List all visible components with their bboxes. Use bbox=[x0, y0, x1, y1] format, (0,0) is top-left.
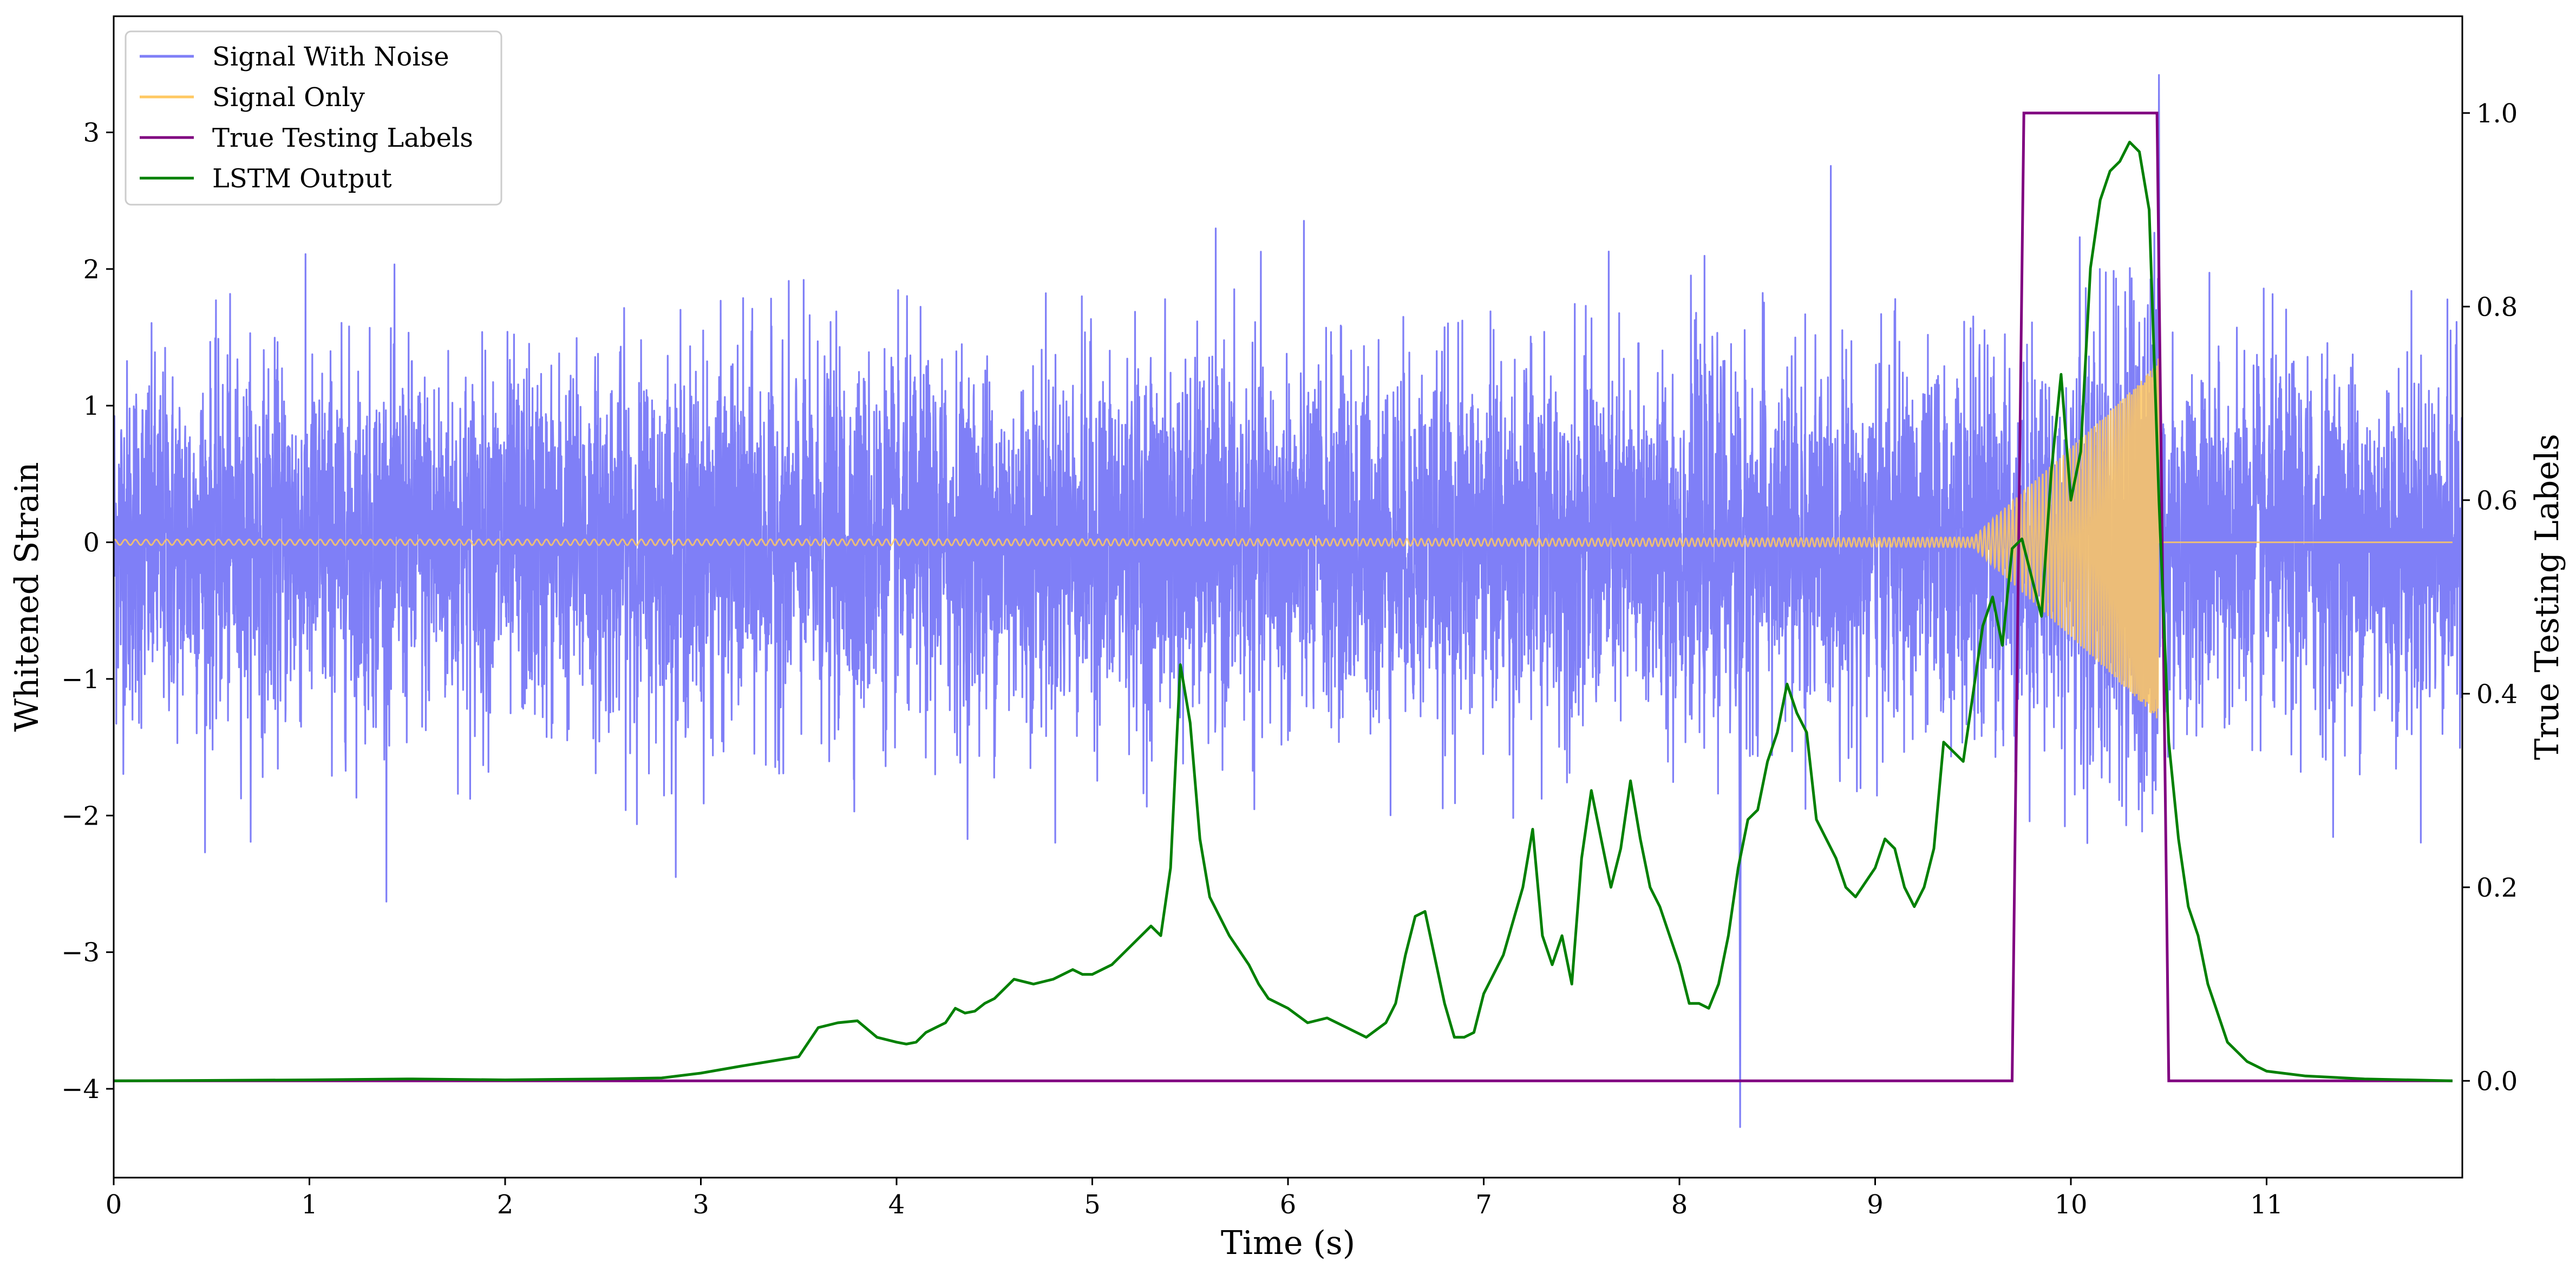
legend-label-signal-with-noise: Signal With Noise bbox=[212, 42, 449, 72]
x-axis-ticks: 0 1 2 3 4 5 6 7 8 9 10 11 bbox=[106, 1178, 2283, 1220]
x-tick-label: 7 bbox=[1475, 1190, 1492, 1220]
y-left-tick-label: 2 bbox=[83, 254, 100, 285]
y-left-tick-label: 3 bbox=[83, 118, 100, 148]
y-right-tick-label: 0.8 bbox=[2476, 292, 2518, 322]
y-right-tick-label: 1.0 bbox=[2476, 99, 2518, 129]
x-tick-label: 0 bbox=[106, 1190, 122, 1220]
y-left-axis-ticks: −4 −3 −2 −1 0 1 2 3 bbox=[61, 118, 114, 1105]
y-right-axis-label: True Testing Labels bbox=[2528, 434, 2566, 760]
legend-box bbox=[125, 30, 502, 206]
x-tick-label: 2 bbox=[497, 1190, 514, 1220]
legend: Signal With Noise Signal Only True Testi… bbox=[125, 30, 502, 206]
x-tick-label: 11 bbox=[2250, 1190, 2283, 1220]
plot-area bbox=[114, 74, 2462, 1128]
x-tick-label: 1 bbox=[301, 1190, 318, 1220]
x-tick-label: 8 bbox=[1671, 1190, 1688, 1220]
y-left-tick-label: 0 bbox=[83, 528, 100, 558]
y-left-tick-label: 1 bbox=[83, 391, 100, 421]
series-signal-only bbox=[114, 358, 2453, 718]
x-tick-label: 10 bbox=[2054, 1190, 2087, 1220]
y-left-tick-label: −1 bbox=[61, 664, 100, 695]
x-tick-label: 6 bbox=[1280, 1190, 1297, 1220]
x-tick-label: 5 bbox=[1084, 1190, 1101, 1220]
y-right-tick-label: 0.6 bbox=[2476, 486, 2518, 516]
y-left-axis-label: Whitened Strain bbox=[8, 462, 46, 731]
y-right-tick-label: 0.4 bbox=[2476, 679, 2518, 709]
x-tick-label: 9 bbox=[1867, 1190, 1884, 1220]
series-lstm-output bbox=[114, 140, 2453, 1082]
y-right-tick-label: 0.0 bbox=[2476, 1066, 2518, 1096]
legend-label-true-testing-labels: True Testing Labels bbox=[212, 123, 473, 153]
legend-label-signal-only: Signal Only bbox=[212, 82, 365, 113]
y-left-tick-label: −4 bbox=[61, 1074, 100, 1105]
y-left-tick-label: −3 bbox=[61, 938, 100, 968]
x-tick-label: 3 bbox=[692, 1190, 709, 1220]
y-right-axis-ticks: 0.0 0.2 0.4 0.6 0.8 1.0 bbox=[2462, 99, 2518, 1096]
x-tick-label: 4 bbox=[888, 1190, 905, 1220]
y-right-tick-label: 0.2 bbox=[2476, 873, 2518, 903]
series-true-testing-labels bbox=[114, 112, 2453, 1082]
y-left-tick-label: −2 bbox=[61, 801, 100, 831]
legend-label-lstm-output: LSTM Output bbox=[212, 164, 392, 194]
x-axis-label: Time (s) bbox=[1221, 1224, 1355, 1262]
